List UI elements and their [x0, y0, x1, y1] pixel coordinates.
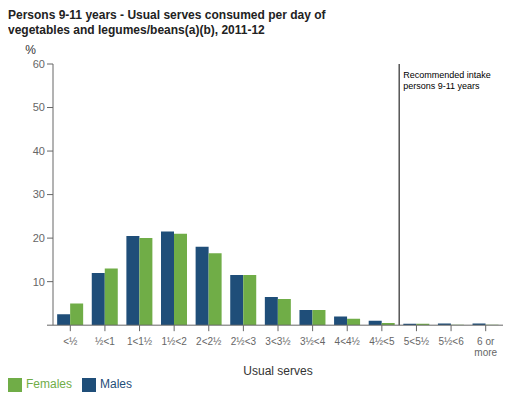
svg-text:2½<3: 2½<3 [231, 336, 257, 347]
svg-text:1<1½: 1<1½ [127, 336, 153, 347]
svg-text:30: 30 [33, 188, 45, 200]
svg-text:20: 20 [33, 232, 45, 244]
svg-text:6 ormore: 6 ormore [474, 336, 497, 358]
svg-text:4½<5: 4½<5 [369, 336, 395, 347]
svg-text:1½<2: 1½<2 [161, 336, 187, 347]
svg-text:Usual serves: Usual serves [243, 364, 312, 378]
svg-text:50: 50 [33, 101, 45, 113]
svg-text:2<2½: 2<2½ [196, 336, 222, 347]
svg-text:4<4½: 4<4½ [335, 336, 361, 347]
svg-text:5<5½: 5<5½ [404, 336, 430, 347]
svg-text:3<3½: 3<3½ [265, 336, 291, 347]
html-text:Persons 9-11 years - Usual ser: Persons 9-11 years - Usual serves consum… [8, 8, 326, 37]
svg-text:%: % [25, 43, 36, 57]
svg-text:Recommended intakepersons 9-11: Recommended intakepersons 9-11 years [403, 70, 491, 91]
svg-text:5½<6: 5½<6 [438, 336, 464, 347]
svg-text:10: 10 [33, 276, 45, 288]
svg-text:60: 60 [33, 58, 45, 70]
svg-text:<½: <½ [63, 336, 78, 347]
html-text:Females: Females [26, 377, 72, 392]
html-text:Males: Males [100, 377, 132, 392]
svg-text:3½<4: 3½<4 [300, 336, 326, 347]
svg-text:½<1: ½<1 [95, 336, 115, 347]
svg-text:40: 40 [33, 145, 45, 157]
